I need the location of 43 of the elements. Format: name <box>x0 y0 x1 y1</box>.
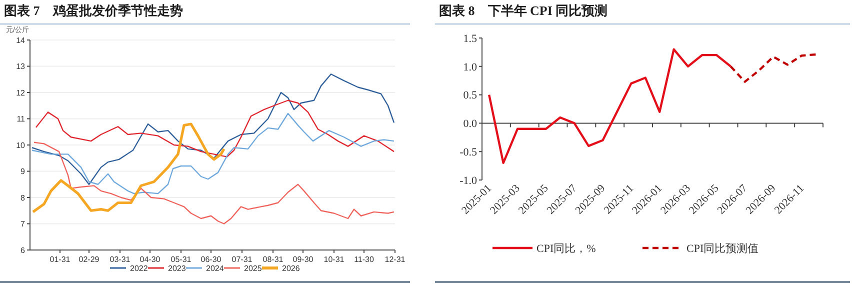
y-tick-label: 12 <box>16 88 26 98</box>
y-tick-label: 0.0 <box>463 118 478 130</box>
line-series <box>31 112 395 194</box>
line-series <box>31 74 395 185</box>
y-tick-label: 0.5 <box>463 90 478 102</box>
y-tick-label: -0.5 <box>460 146 478 158</box>
x-tick-label: 02-29 <box>78 255 100 264</box>
x-tick-label: 08-31 <box>262 255 284 264</box>
line-series <box>33 142 395 224</box>
line-series <box>32 122 226 214</box>
legend-label: 2026 <box>282 264 300 273</box>
chart-title: 图表 7 鸡蛋批发价季节性走势 <box>4 3 183 18</box>
y-tick-label: -1.0 <box>460 174 478 187</box>
y-tick-label: 10 <box>16 140 26 150</box>
legend-label: 2025 <box>244 264 262 273</box>
x-tick-label: 04-30 <box>140 255 161 264</box>
x-tick-label: 01-31 <box>50 255 71 264</box>
chart-title: 图表 8 下半年 CPI 同比预测 <box>439 3 608 18</box>
y-tick-label: 11 <box>16 114 26 124</box>
legend-label: CPI同比预测值 <box>686 242 759 255</box>
x-tick-label: 10-31 <box>324 255 345 264</box>
line-series <box>35 100 395 158</box>
legend-label: 2023 <box>168 264 186 273</box>
x-tick-label: 03-31 <box>110 255 131 264</box>
y-tick-label: 1.0 <box>463 61 478 74</box>
legend-label: 2022 <box>130 264 148 273</box>
x-tick-label: 11-30 <box>354 255 374 264</box>
y-tick-label: 14 <box>16 36 26 45</box>
y-tick-label: 9 <box>20 167 26 176</box>
y-tick-label: 13 <box>16 62 26 72</box>
y-tick-label: 7 <box>20 220 26 229</box>
x-tick-label: 07-31 <box>232 255 253 264</box>
legend-label: CPI同比，% <box>536 242 596 255</box>
legend-label: 2024 <box>206 264 224 273</box>
y-tick-label: 6 <box>20 246 26 255</box>
x-tick-label: 06-30 <box>200 255 222 264</box>
x-tick-label: 05-31 <box>170 255 192 264</box>
line-series <box>730 53 817 83</box>
x-tick-label: 12-31 <box>384 255 406 264</box>
y-tick-label: 1.5 <box>463 32 478 45</box>
y-tick-label: 8 <box>20 193 26 202</box>
x-tick-label: 09-30 <box>292 255 314 264</box>
line-series <box>488 48 732 164</box>
